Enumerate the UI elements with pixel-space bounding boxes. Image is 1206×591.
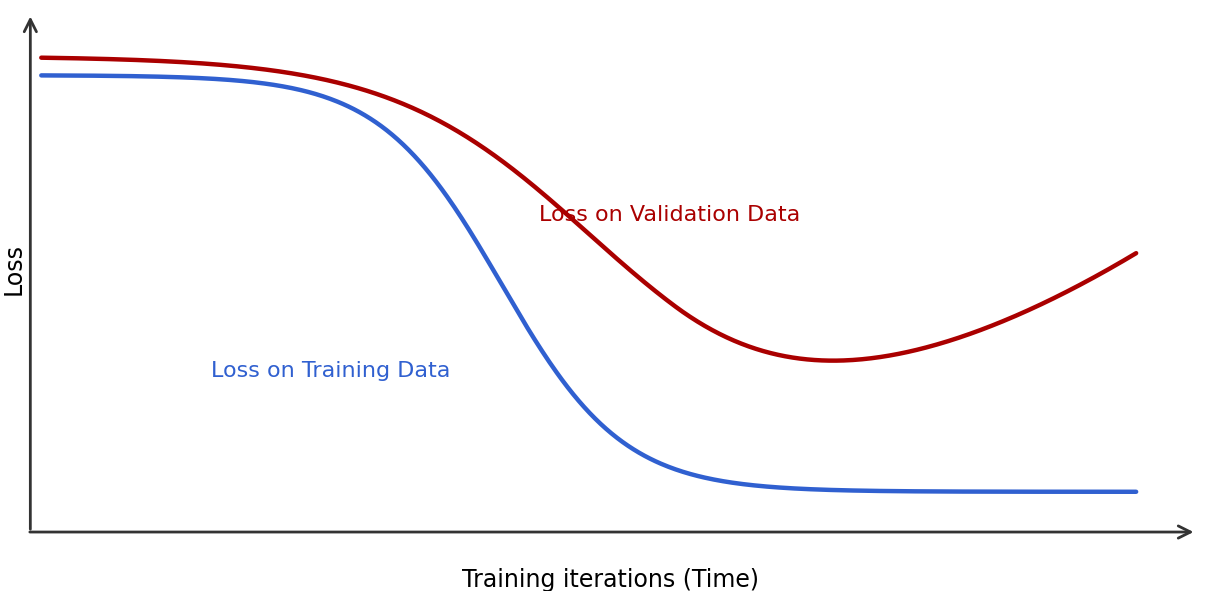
Text: Loss on Training Data: Loss on Training Data [211, 361, 450, 381]
Text: Training iterations (Time): Training iterations (Time) [462, 567, 759, 591]
Text: Loss: Loss [2, 243, 25, 296]
Text: Loss on Validation Data: Loss on Validation Data [539, 205, 801, 225]
